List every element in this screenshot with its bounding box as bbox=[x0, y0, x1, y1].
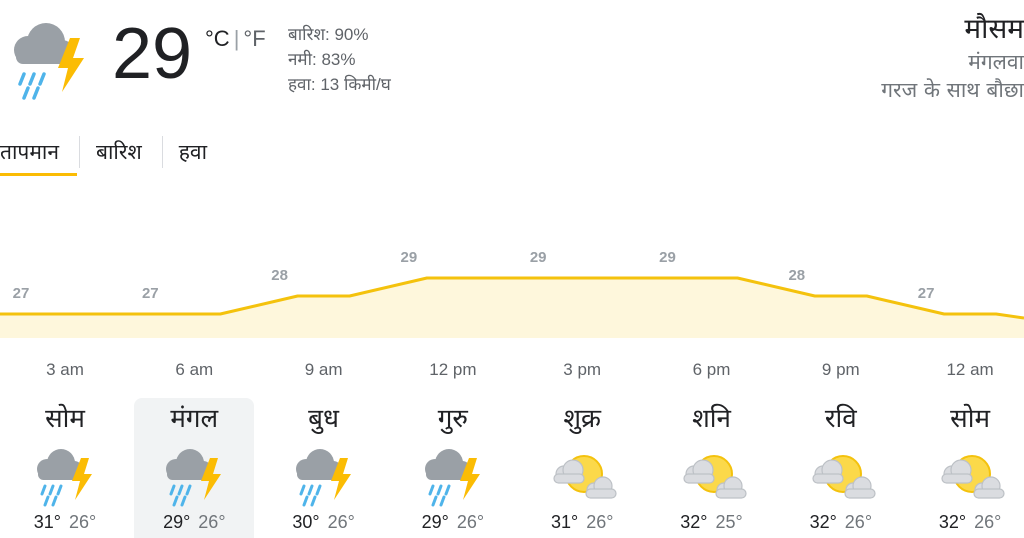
day-temperatures: 32° 26° bbox=[781, 512, 901, 533]
current-condition: गरज के साथ बौछा bbox=[881, 78, 1024, 102]
high-temperature: 32° bbox=[680, 512, 708, 532]
high-temperature: 29° bbox=[163, 512, 191, 532]
time-label: 3 am bbox=[46, 360, 84, 379]
tab-divider bbox=[79, 136, 80, 168]
low-temperature: 26° bbox=[198, 512, 226, 532]
day-name: मंगल bbox=[170, 404, 219, 434]
tab-precipitation[interactable]: बारिश bbox=[96, 140, 142, 164]
low-temperature: 26° bbox=[69, 512, 97, 532]
celsius-unit-button[interactable]: °C bbox=[205, 26, 230, 51]
day-card[interactable]: सोम 32° 26° bbox=[910, 398, 1024, 538]
temperature-value-label: 27 bbox=[142, 285, 159, 302]
temperature-value-label: 28 bbox=[271, 267, 288, 284]
time-label: 9 am bbox=[304, 360, 343, 379]
location-panel: मौसम मंगलवा गरज के साथ बौछा bbox=[724, 10, 1024, 104]
day-temperatures: 31° 26° bbox=[5, 512, 125, 533]
low-temperature: 26° bbox=[327, 512, 355, 532]
day-card[interactable]: शुक्र 31° 26° bbox=[522, 398, 642, 538]
temperature-area bbox=[0, 278, 1024, 338]
wind-detail: हवा: 13 किमी/घ bbox=[288, 75, 391, 94]
current-day: मंगलवा bbox=[968, 50, 1024, 74]
day-name: सोम bbox=[45, 404, 85, 434]
day-name: बुध bbox=[308, 404, 340, 434]
time-label: 12 am bbox=[946, 360, 994, 379]
time-label: 6 pm bbox=[692, 360, 731, 379]
partly-cloudy-icon bbox=[682, 455, 747, 499]
day-temperatures: 32° 25° bbox=[652, 512, 772, 533]
tab-temperature[interactable]: तापमान bbox=[0, 134, 77, 176]
day-card[interactable]: गुरु 29° 26° bbox=[393, 398, 513, 538]
day-card[interactable]: बुध 30° 26° bbox=[264, 398, 384, 538]
temperature-value-label: 29 bbox=[530, 249, 547, 266]
high-temperature: 32° bbox=[938, 512, 967, 532]
day-name: सोम bbox=[950, 404, 991, 434]
low-temperature: 26° bbox=[974, 512, 1002, 532]
low-temperature: 26° bbox=[844, 512, 873, 532]
time-label: 12 pm bbox=[429, 360, 477, 379]
day-temperatures: 29° 26° bbox=[393, 512, 513, 533]
high-temperature: 30° bbox=[292, 512, 320, 532]
day-temperatures: 31° 26° bbox=[522, 512, 642, 533]
low-temperature: 26° bbox=[456, 512, 485, 532]
current-details: बारिश: 90% नमी: 83% हवा: 13 किमी/घ bbox=[288, 22, 391, 97]
temperature-value-label: 27 bbox=[918, 285, 935, 302]
current-temperature: 29 bbox=[112, 14, 193, 94]
high-temperature: 29° bbox=[421, 512, 449, 532]
partly-cloudy-icon bbox=[941, 455, 1005, 499]
day-temperatures: 30° 26° bbox=[264, 512, 384, 533]
time-label: 6 am bbox=[175, 360, 214, 379]
weather-title: मौसम bbox=[964, 12, 1024, 45]
day-card[interactable]: सोम 31° 26° bbox=[5, 398, 125, 538]
temperature-value-label: 27 bbox=[13, 285, 30, 302]
thunderstorm-icon bbox=[14, 23, 84, 100]
temperature-chart: 27 27 28 29 29 29 28 27 bbox=[0, 249, 1024, 338]
temperature-value-label: 28 bbox=[788, 267, 805, 284]
fahrenheit-unit-button[interactable]: °F bbox=[243, 26, 266, 51]
day-name: शनि bbox=[692, 404, 731, 434]
thunderstorm-icon bbox=[295, 449, 351, 507]
precipitation-detail: बारिश: 90% bbox=[288, 25, 369, 44]
high-temperature: 31° bbox=[33, 512, 61, 532]
chart-tabs: तापमान बारिश हवा bbox=[0, 134, 221, 180]
tab-divider bbox=[161, 136, 163, 168]
day-name: गुरु bbox=[437, 404, 468, 434]
time-label: 3 pm bbox=[563, 360, 602, 379]
day-temperatures: 29° 26° bbox=[134, 512, 254, 533]
thunderstorm-icon bbox=[166, 449, 222, 507]
high-temperature: 32° bbox=[809, 512, 837, 532]
temperature-value-label: 29 bbox=[659, 249, 676, 266]
tab-wind[interactable]: हवा bbox=[178, 140, 208, 164]
partly-cloudy-icon bbox=[553, 455, 617, 499]
low-temperature: 26° bbox=[586, 512, 614, 532]
day-name: शुक्र bbox=[563, 404, 602, 434]
temperature-line bbox=[0, 276, 1024, 320]
thunderstorm-icon bbox=[37, 449, 92, 507]
unit-separator: | bbox=[233, 26, 240, 51]
high-temperature: 31° bbox=[550, 512, 579, 532]
day-name: रवि bbox=[824, 404, 857, 434]
thunderstorm-icon bbox=[424, 449, 480, 507]
partly-cloudy-icon bbox=[812, 455, 876, 499]
unit-toggle: °C | °F bbox=[205, 26, 266, 52]
humidity-detail: नमी: 83% bbox=[288, 50, 356, 69]
day-temperatures: 32° 26° bbox=[910, 512, 1024, 533]
day-card[interactable]: शनि 32° 25° bbox=[652, 398, 772, 538]
low-temperature: 25° bbox=[715, 512, 743, 532]
day-card[interactable]: मंगल 29° 26° bbox=[134, 398, 255, 538]
temperature-value-label: 29 bbox=[401, 249, 418, 266]
day-card[interactable]: रवि 32° 26° bbox=[781, 398, 901, 538]
time-label: 9 pm bbox=[821, 360, 860, 379]
